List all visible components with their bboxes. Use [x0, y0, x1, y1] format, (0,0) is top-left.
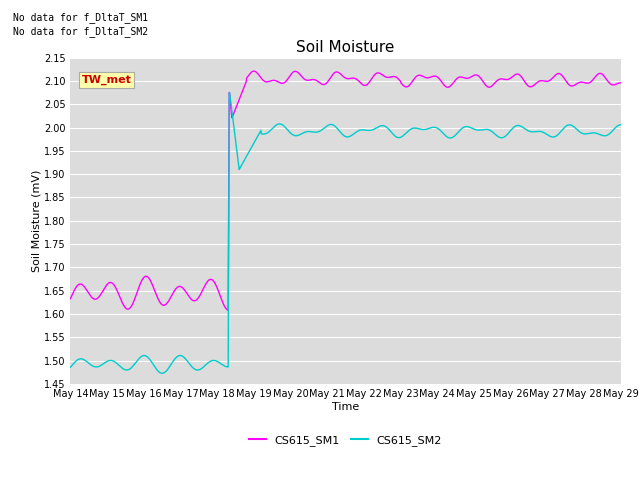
CS615_SM2	[602, 133, 609, 139]
Text: TW_met: TW_met	[81, 74, 131, 85]
CS615_SM1	[95, 295, 102, 300]
Text: No data for f_DltaT_SM2: No data for f_DltaT_SM2	[13, 26, 148, 37]
CS615_SM2	[500, 134, 508, 140]
CS615_SM2	[601, 133, 609, 139]
Title: Soil Moisture: Soil Moisture	[296, 40, 395, 55]
CS615_SM2	[67, 364, 74, 370]
CS615_SM2	[320, 125, 328, 131]
CS615_SM1	[225, 307, 232, 313]
Line: CS615_SM2: CS615_SM2	[70, 92, 621, 373]
CS615_SM1	[617, 80, 625, 85]
Y-axis label: Soil Moisture (mV): Soil Moisture (mV)	[31, 169, 41, 272]
CS615_SM1	[601, 74, 609, 80]
CS615_SM2	[158, 371, 166, 376]
CS615_SM1	[500, 76, 508, 82]
CS615_SM2	[95, 364, 102, 370]
CS615_SM1	[67, 296, 74, 301]
Legend: CS615_SM1, CS615_SM2: CS615_SM1, CS615_SM2	[244, 431, 447, 450]
X-axis label: Time: Time	[332, 402, 359, 412]
CS615_SM2	[226, 89, 234, 95]
CS615_SM1	[250, 68, 258, 74]
Text: No data for f_DltaT_SM1: No data for f_DltaT_SM1	[13, 12, 148, 23]
Line: CS615_SM1: CS615_SM1	[70, 71, 621, 310]
CS615_SM1	[320, 82, 328, 87]
CS615_SM1	[602, 75, 609, 81]
CS615_SM1	[335, 70, 342, 75]
CS615_SM2	[335, 127, 342, 133]
CS615_SM2	[617, 122, 625, 128]
